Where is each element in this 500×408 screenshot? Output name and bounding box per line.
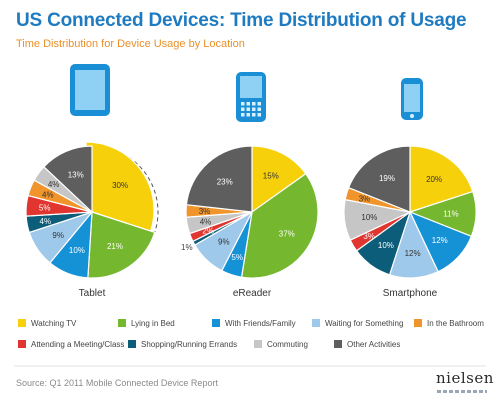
legend-label: With Friends/Family bbox=[225, 319, 296, 328]
legend-label: Lying in Bed bbox=[131, 319, 175, 328]
legend-item-shopping-running-errands: Shopping/Running Errands bbox=[128, 340, 237, 349]
keyboard-key bbox=[246, 102, 250, 106]
legend: Watching TV Lying in Bed With Friends/Fami… bbox=[18, 319, 484, 349]
slice-label: 5% bbox=[231, 253, 243, 262]
keyboard-key bbox=[252, 113, 256, 117]
legend-item-with-friends-family: With Friends/Family bbox=[212, 319, 296, 328]
legend-swatch bbox=[18, 319, 26, 327]
ereader-icon bbox=[236, 72, 266, 122]
slice-other-activities bbox=[185, 145, 253, 213]
slice-label: 5% bbox=[39, 204, 51, 213]
legend-swatch bbox=[414, 319, 422, 327]
keyboard-key bbox=[252, 107, 256, 111]
logo-underline bbox=[437, 390, 487, 393]
pie-tablet: 30%21%10%9%4%5%4%4%13%Tablet bbox=[25, 141, 159, 299]
pie-caption: Tablet bbox=[79, 288, 106, 299]
keyboard-key bbox=[257, 107, 261, 111]
legend-swatch bbox=[212, 319, 220, 327]
pie-smartphone: 20%11%12%12%10%3%10%3%19%Smartphone bbox=[343, 145, 477, 299]
keyboard-key bbox=[252, 102, 256, 106]
keyboard-key bbox=[241, 102, 245, 106]
keyboard-key bbox=[257, 113, 261, 117]
legend-label: Commuting bbox=[267, 340, 308, 349]
legend-label: Attending a Meeting/Class bbox=[31, 340, 124, 349]
slice-label: 9% bbox=[218, 238, 230, 247]
slice-label: 23% bbox=[217, 178, 233, 187]
slice-watching-tv bbox=[251, 145, 307, 214]
legend-label: In the Bathroom bbox=[427, 319, 484, 328]
legend-item-attending-a-meeting-class: Attending a Meeting/Class bbox=[18, 340, 124, 349]
device-screen bbox=[240, 76, 262, 98]
keyboard-key bbox=[257, 102, 261, 106]
slice-label: 37% bbox=[279, 230, 295, 239]
chart-subtitle: Time Distribution for Device Usage by Lo… bbox=[16, 38, 245, 50]
legend-label: Waiting for Something bbox=[325, 319, 403, 328]
slice-label: 1% bbox=[181, 243, 193, 252]
legend-swatch bbox=[118, 319, 126, 327]
slice-label: 20% bbox=[426, 175, 442, 184]
legend-item-other-activities: Other Activities bbox=[334, 340, 400, 349]
slice-label: 19% bbox=[379, 174, 395, 183]
slice-label: 12% bbox=[405, 249, 421, 258]
slice-lying-in-bed bbox=[240, 172, 319, 279]
slice-label: 15% bbox=[263, 172, 279, 181]
keyboard-key bbox=[241, 113, 245, 117]
slice-label: 3% bbox=[199, 207, 211, 216]
legend-item-waiting-for-something: Waiting for Something bbox=[312, 319, 403, 328]
legend-swatch bbox=[334, 340, 342, 348]
nielsen-logo: nielsen bbox=[436, 369, 494, 387]
smartphone-icon bbox=[401, 78, 423, 120]
source-note: Source: Q1 2011 Mobile Connected Device … bbox=[16, 378, 218, 388]
pie-caption: Smartphone bbox=[383, 288, 438, 299]
device-screen bbox=[75, 70, 105, 110]
slice-other-activities bbox=[43, 145, 93, 214]
slice-label: 4% bbox=[48, 180, 60, 189]
slice-label: 4% bbox=[40, 217, 52, 226]
slice-other-activities bbox=[347, 145, 411, 213]
legend-swatch bbox=[312, 319, 320, 327]
slice-label: 3% bbox=[359, 195, 371, 204]
legend-swatch bbox=[254, 340, 262, 348]
slice-label: 10% bbox=[69, 246, 85, 255]
slice-label: 2% bbox=[202, 226, 214, 235]
chart-title: US Connected Devices: Time Distribution … bbox=[16, 10, 467, 31]
slice-label: 11% bbox=[443, 209, 458, 218]
keyboard-key bbox=[241, 107, 245, 111]
keyboard-key bbox=[246, 107, 250, 111]
slice-watching-tv bbox=[85, 141, 155, 232]
slice-label: 10% bbox=[378, 241, 394, 250]
legend-label: Watching TV bbox=[31, 319, 77, 328]
keyboard-key bbox=[246, 113, 250, 117]
legend-item-lying-in-bed: Lying in Bed bbox=[118, 319, 175, 328]
slice-label: 4% bbox=[200, 218, 212, 227]
legend-label: Shopping/Running Errands bbox=[141, 340, 237, 349]
legend-item-in-the-bathroom: In the Bathroom bbox=[414, 319, 484, 328]
slice-watching-tv bbox=[409, 145, 474, 213]
slice-label: 12% bbox=[432, 236, 448, 245]
legend-item-commuting: Commuting bbox=[254, 340, 308, 349]
slice-label: 10% bbox=[361, 213, 377, 222]
legend-label: Other Activities bbox=[347, 340, 400, 349]
slice-label: 3% bbox=[363, 232, 375, 241]
slice-label: 9% bbox=[52, 231, 64, 240]
legend-item-watching-tv: Watching TV bbox=[18, 319, 77, 328]
slice-lying-in-bed bbox=[87, 211, 156, 279]
legend-swatch bbox=[18, 340, 26, 348]
slice-label: 30% bbox=[112, 181, 128, 190]
slice-label: 13% bbox=[68, 170, 84, 179]
slice-label: 21% bbox=[107, 242, 123, 251]
pie-ereader: 15% 37% 5%9% 1% 2%4% 3% 23% eReader bbox=[181, 145, 319, 299]
slice-label: 4% bbox=[42, 191, 54, 200]
home-button bbox=[410, 114, 414, 118]
legend-swatch bbox=[128, 340, 136, 348]
pie-caption: eReader bbox=[233, 288, 272, 299]
device-screen bbox=[404, 84, 420, 112]
tablet-icon bbox=[70, 64, 110, 116]
